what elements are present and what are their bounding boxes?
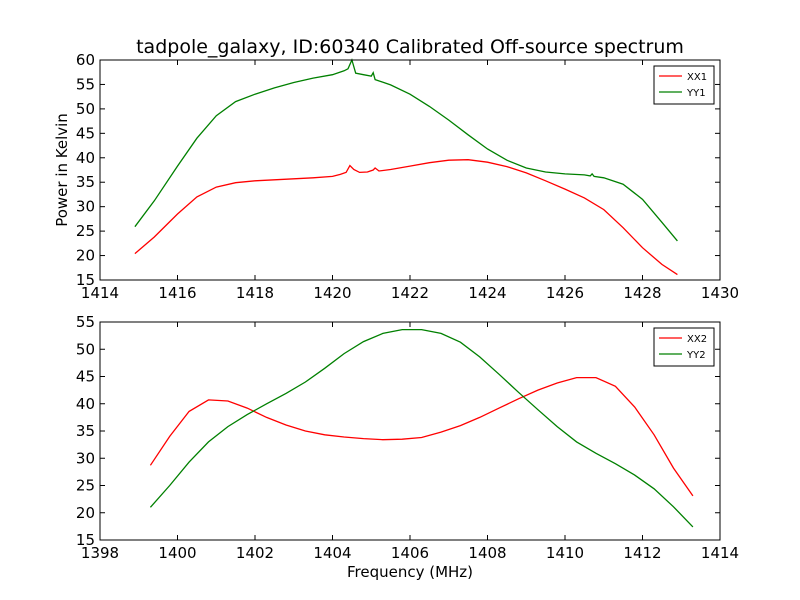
top-y-tick-label: 45 — [76, 124, 95, 142]
top-x-tick-label: 1422 — [391, 284, 429, 302]
bottom-panel: 1398 1400 1402 1404 1406 1408 1410 1412 1414 15 20… — [76, 313, 739, 562]
top-y-tick-label: 60 — [76, 51, 95, 69]
top-x-tick-label: 1418 — [236, 284, 274, 302]
bottom-x-tick-label: 1414 — [701, 544, 739, 562]
bottom-series-line-yy2 — [149, 328, 694, 528]
top-x-tick-label: 1420 — [313, 284, 351, 302]
top-series-line-xx1 — [134, 159, 678, 276]
top-y-tick-label: 55 — [76, 75, 95, 93]
bottom-y-tick-label: 25 — [76, 477, 95, 495]
bottom-y-tick-label: 45 — [76, 368, 95, 386]
bottom-y-tick-label: 35 — [76, 422, 95, 440]
top-y-tick-label: 30 — [76, 198, 95, 216]
top-x-tick-label: 1414 — [81, 284, 119, 302]
chart-title: tadpole_galaxy, ID:60340 Calibrated Off-… — [136, 36, 684, 58]
top-y-axis-label: Power in Kelvin — [53, 113, 71, 227]
bottom-y-tick-label: 20 — [76, 504, 95, 522]
bottom-x-tick-label: 1406 — [391, 544, 429, 562]
bottom-legend-box — [653, 327, 715, 367]
bottom-series-line-xx2 — [149, 376, 694, 497]
top-legend-label-yy1: YY1 — [686, 88, 706, 99]
bottom-x-tick-label: 1400 — [158, 544, 196, 562]
bottom-x-tick-label: 1404 — [313, 544, 351, 562]
top-y-tick-label: 15 — [76, 271, 95, 289]
top-legend-box — [653, 65, 715, 105]
top-y-tick-label: 35 — [76, 173, 95, 191]
top-x-tick-label: 1424 — [468, 284, 506, 302]
bottom-x-tick-label: 1408 — [468, 544, 506, 562]
top-x-tick-label: 1426 — [546, 284, 584, 302]
bottom-x-tick-label: 1410 — [546, 544, 584, 562]
bottom-y-tick-label: 55 — [76, 313, 95, 331]
top-y-tick-label: 50 — [76, 100, 95, 118]
bottom-x-tick-label: 1398 — [81, 544, 119, 562]
bottom-y-tick-label: 15 — [76, 531, 95, 549]
top-series-line-yy1 — [134, 58, 678, 242]
bottom-y-tick-label: 30 — [76, 449, 95, 467]
top-x-tick-label: 1430 — [701, 284, 739, 302]
bottom-legend-label-xx2: XX2 — [687, 334, 707, 345]
bottom-legend-label-yy2: YY2 — [686, 350, 706, 361]
top-y-tick-label: 20 — [76, 247, 95, 265]
top-x-tick-label: 1428 — [623, 284, 661, 302]
top-y-tick-label: 40 — [76, 149, 95, 167]
top-panel: 1414 1416 1418 1420 1422 1424 1426 1428 1430 15 20… — [76, 51, 739, 302]
bottom-y-tick-label: 50 — [76, 340, 95, 358]
bottom-x-axis-label: Frequency (MHz) — [347, 563, 473, 581]
bottom-x-tick-label: 1402 — [236, 544, 274, 562]
top-legend-label-xx1: XX1 — [687, 72, 707, 83]
bottom-y-tick-label: 40 — [76, 395, 95, 413]
top-y-tick-label: 25 — [76, 222, 95, 240]
bottom-x-tick-label: 1412 — [623, 544, 661, 562]
top-x-tick-label: 1416 — [158, 284, 196, 302]
